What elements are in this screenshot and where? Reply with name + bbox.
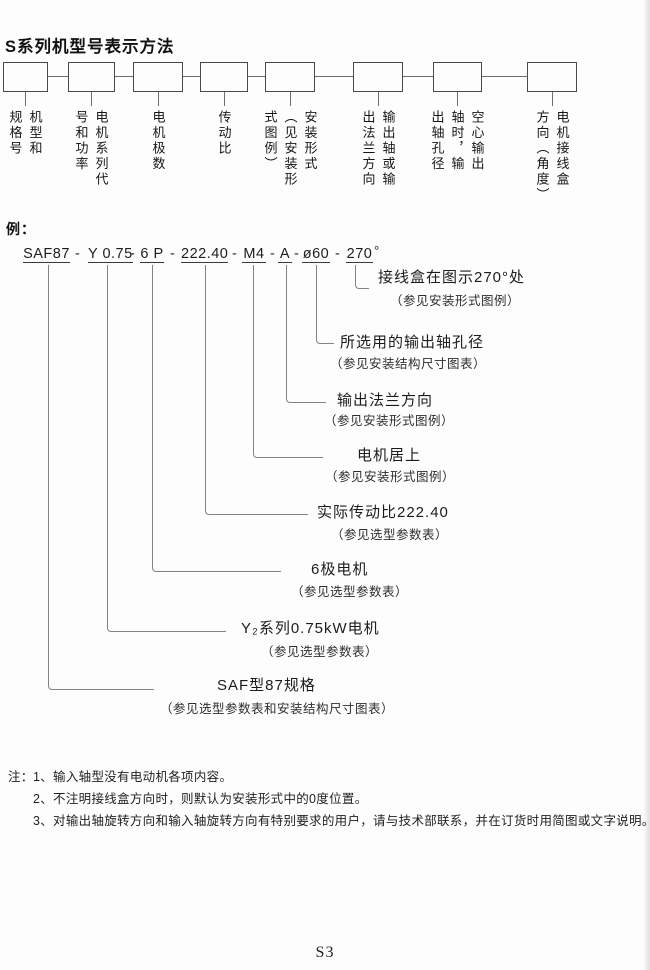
box-label-output-bore: 空心输出 轴时，输 出轴孔径 xyxy=(430,110,485,172)
box-output-bore xyxy=(433,62,482,92)
callout-transmission-ratio-sub: （参见选型参数表） xyxy=(331,528,449,542)
callout-output-bore-main: 所选用的输出轴孔径 xyxy=(340,334,485,351)
label-column: （见安装形 xyxy=(282,110,298,188)
label-column: 传动比 xyxy=(216,110,232,157)
segment-motor-series-power: Y 0.75 xyxy=(88,246,133,263)
label-column: 安装形式 xyxy=(302,110,318,172)
label-column: 电机极数 xyxy=(150,110,166,172)
box-stem xyxy=(290,92,291,106)
label-column: 出轴孔径 xyxy=(429,110,445,172)
box-stem xyxy=(91,92,92,106)
label-column: 式图例） xyxy=(262,110,278,172)
segment-terminal-box-angle: 270 xyxy=(346,246,373,263)
notes-label: 注： xyxy=(8,770,34,784)
segment-separator: - xyxy=(335,246,340,262)
segment-output-bore: ø60 xyxy=(302,246,330,263)
box-motor-poles xyxy=(133,62,183,92)
note-item-1: 1、输入轴型没有电动机各项内容。 xyxy=(33,770,233,784)
box-stem xyxy=(158,92,159,106)
box-motor-series-power xyxy=(68,62,115,92)
label-column: 空心输出 xyxy=(469,110,485,172)
segment-transmission-ratio: 222.40 xyxy=(181,246,229,263)
callout-transmission-ratio-main: 实际传动比222.40 xyxy=(317,504,449,521)
example-label: 例： xyxy=(6,221,36,237)
callout-line-mounting-form xyxy=(253,265,323,458)
box-label-model-size: 机型和 规格号 xyxy=(8,110,43,157)
callout-flange-direction-sub: （参见安装形式图例） xyxy=(324,414,455,428)
callout-line-transmission-ratio xyxy=(205,265,308,515)
segment-motor-poles: 6 P xyxy=(140,246,164,263)
box-model-size xyxy=(3,62,48,92)
callout-line-flange-direction xyxy=(286,265,326,403)
segment-mounting-form: M4 xyxy=(242,246,266,263)
note-item-3: 3、对输出轴旋转方向和输入轴旋转方向有特别要求的用户，请与技术部联系，并在订货时… xyxy=(33,814,650,828)
connector-line xyxy=(315,76,353,77)
label-column: 方向（角度） xyxy=(534,110,550,203)
box-label-output-shaft-flange-direction: 输出轴或输 出法兰方向 xyxy=(361,110,396,188)
callout-output-bore-sub: （参见安装结构尺寸图表） xyxy=(330,357,487,371)
box-label-mounting-form: 安装形式 （见安装形 式图例） xyxy=(263,110,318,188)
label-column: 电机系列代 xyxy=(93,110,109,188)
label-column: 轴时，输 xyxy=(449,110,465,172)
segment-model-size: SAF87 xyxy=(23,246,70,263)
callout-flange-direction-main: 输出法兰方向 xyxy=(337,392,434,409)
page-title: S系列机型号表示方法 xyxy=(5,38,175,56)
box-stem xyxy=(25,92,26,106)
segment-separator: - xyxy=(294,246,299,262)
box-stem xyxy=(552,92,553,106)
callout-line-output-bore xyxy=(316,265,334,344)
page-number: S3 xyxy=(315,944,335,961)
box-mounting-form xyxy=(265,62,315,92)
callout-model-size-main: SAF型87规格 xyxy=(217,677,316,694)
callout-mounting-form-sub: （参见安装形式图例） xyxy=(325,470,456,484)
label-column: 规格号 xyxy=(7,110,23,157)
degree-symbol: ° xyxy=(374,243,380,258)
callout-terminal-box-angle-sub: （参见安装形式图例） xyxy=(390,294,521,308)
box-stem xyxy=(224,92,225,106)
segment-flange-direction: A xyxy=(278,246,292,263)
label-column: 出法兰方向 xyxy=(360,110,376,188)
connector-line xyxy=(403,76,433,77)
callout-terminal-box-angle-main: 接线盒在图示270°处 xyxy=(378,269,526,286)
box-output-shaft-flange-direction xyxy=(353,62,403,92)
callout-model-size-sub: （参见选型参数表和安装结构尺寸图表） xyxy=(160,702,395,716)
callout-motor-series-power-main: Y₂系列0.75kW电机 xyxy=(241,620,380,637)
label-column: 输出轴或输 xyxy=(380,110,396,188)
segment-separator: - xyxy=(170,246,175,262)
callout-line-terminal-box-angle xyxy=(355,265,369,289)
box-stem xyxy=(378,92,379,106)
callout-motor-series-power-sub: （参见选型参数表） xyxy=(261,645,379,659)
connector-line xyxy=(183,76,200,77)
segment-separator: - xyxy=(130,246,135,262)
box-terminal-box-direction xyxy=(527,62,577,92)
label-column: 机型和 xyxy=(27,110,43,157)
callout-line-motor-series-power xyxy=(107,265,226,632)
connector-line xyxy=(248,76,265,77)
connector-line xyxy=(115,76,133,77)
label-column: 号和功率 xyxy=(73,110,89,172)
box-label-motor-series-power: 电机系列代 号和功率 xyxy=(74,110,109,188)
callout-mounting-form-main: 电机居上 xyxy=(357,447,422,464)
scan-edge-shadow xyxy=(643,0,650,970)
segment-separator: - xyxy=(270,246,275,262)
box-transmission-ratio xyxy=(200,62,248,92)
box-label-motor-poles: 电机极数 xyxy=(151,110,166,172)
box-label-terminal-box-direction: 电机接线盒 方向（角度） xyxy=(535,110,570,203)
callout-motor-poles-main: 6极电机 xyxy=(311,561,369,578)
segment-separator: - xyxy=(232,246,237,262)
connector-line xyxy=(482,76,527,77)
callout-motor-poles-sub: （参见选型参数表） xyxy=(291,585,409,599)
note-item-2: 2、不注明接线盒方向时，则默认为安装形式中的0度位置。 xyxy=(33,792,368,806)
callout-line-motor-poles xyxy=(152,265,281,572)
segment-separator: - xyxy=(75,246,80,262)
box-label-transmission-ratio: 传动比 xyxy=(217,110,232,157)
box-stem xyxy=(457,92,458,106)
label-column: 电机接线盒 xyxy=(554,110,570,188)
connector-line xyxy=(48,76,68,77)
callout-line-model-size xyxy=(48,265,154,690)
